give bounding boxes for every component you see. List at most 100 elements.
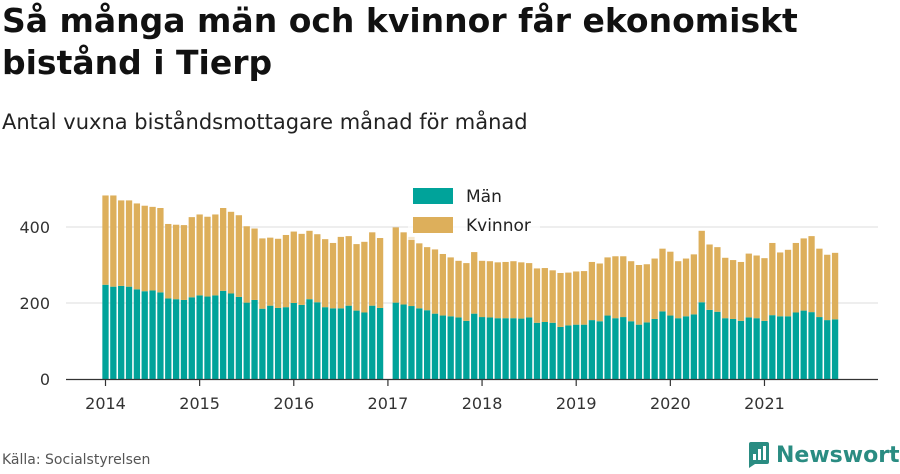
bar-man: [533, 322, 541, 379]
bar-man: [510, 318, 517, 379]
bar-man: [376, 307, 384, 379]
bar-man: [361, 312, 368, 379]
bar-kvinnor: [267, 237, 274, 306]
bar-kvinnor: [612, 256, 619, 319]
bar-kvinnor: [800, 238, 807, 311]
x-tick-label: 2015: [179, 394, 220, 413]
bar-man: [588, 320, 596, 379]
bar-kvinnor: [455, 260, 462, 318]
bar-man: [118, 285, 125, 379]
bar-kvinnor: [259, 238, 266, 309]
bar-kvinnor: [659, 248, 666, 312]
bar-man: [831, 319, 839, 379]
bar-man: [337, 308, 344, 379]
bar-kvinnor: [494, 262, 501, 319]
bar-man: [463, 320, 470, 379]
bar-kvinnor: [573, 271, 580, 325]
bar-kvinnor: [737, 261, 745, 321]
newsworthy-logo-icon: [749, 442, 769, 468]
bar-man: [431, 313, 439, 379]
bar-man: [824, 320, 831, 379]
bar-kvinnor: [682, 258, 690, 317]
bar-kvinnor: [831, 252, 839, 320]
bar-man: [816, 317, 823, 379]
bar-man: [329, 308, 337, 379]
bar-man: [565, 325, 572, 379]
bar-man: [596, 321, 603, 379]
bar-kvinnor: [149, 206, 156, 291]
bar-kvinnor: [792, 242, 800, 313]
bar-kvinnor: [447, 257, 454, 317]
bar-man: [651, 318, 658, 379]
bar-man: [274, 307, 282, 379]
bar-kvinnor: [345, 236, 352, 306]
x-tick-label: 2018: [462, 394, 503, 413]
bar-man: [306, 299, 313, 379]
bar-man: [165, 298, 172, 379]
x-tick-label: 2016: [273, 394, 314, 413]
bar-kvinnor: [706, 244, 713, 310]
bar-man: [282, 307, 290, 379]
bar-man: [800, 310, 807, 379]
bar-man: [502, 318, 509, 379]
bar-kvinnor: [353, 244, 360, 311]
bar-kvinnor: [243, 226, 250, 303]
bar-kvinnor: [518, 262, 525, 319]
bar-kvinnor: [698, 230, 705, 303]
bar-kvinnor: [651, 258, 658, 319]
bar-kvinnor: [188, 217, 195, 298]
bar-man: [557, 326, 564, 379]
bar-kvinnor: [777, 252, 784, 317]
bar-man: [667, 315, 674, 379]
bar-man: [635, 324, 643, 379]
bar-kvinnor: [486, 261, 494, 318]
bar-man: [478, 317, 486, 379]
bar-man: [416, 308, 423, 379]
bar-kvinnor: [196, 214, 203, 296]
bar-kvinnor: [604, 257, 611, 316]
bar-man: [525, 317, 533, 379]
bar-kvinnor: [125, 200, 133, 287]
bar-man: [149, 290, 156, 379]
bar-man: [659, 311, 666, 379]
bar-kvinnor: [165, 223, 172, 299]
legend-swatch: [413, 188, 453, 204]
bar-man: [251, 299, 258, 379]
bar-man: [235, 296, 243, 379]
y-tick-label: 200: [19, 294, 50, 313]
x-tick-label: 2017: [368, 394, 409, 413]
bar-kvinnor: [541, 268, 548, 322]
bar-man: [125, 286, 133, 379]
axes: 0 200 400 2014 2015 2016 2017 2018 2019 2020 2021: [19, 218, 878, 413]
bar-kvinnor: [408, 236, 415, 307]
bar-kvinnor: [761, 258, 768, 321]
bar-man: [314, 302, 321, 379]
bar-man: [102, 284, 109, 379]
bar-man: [573, 324, 580, 379]
bar-man: [682, 316, 690, 379]
bar-man: [267, 305, 274, 379]
bar-man: [706, 309, 713, 379]
bar-kvinnor: [282, 234, 290, 308]
bar-man: [643, 322, 650, 379]
bar-man: [172, 299, 180, 379]
x-tick-label: 2020: [650, 394, 691, 413]
bar-man: [494, 318, 501, 379]
chart-subtitle: Antal vuxna biståndsmottagare månad för …: [2, 110, 528, 134]
legend-label: Kvinnor: [466, 216, 531, 236]
newsworthy-logo: Newsworthy: [746, 441, 900, 469]
bar-kvinnor: [565, 272, 572, 326]
bar-man: [447, 316, 454, 379]
bar-man: [188, 297, 195, 379]
bar-kvinnor: [714, 247, 721, 312]
bar-man: [212, 295, 219, 379]
bar-kvinnor: [102, 195, 109, 285]
bar-man: [400, 304, 407, 379]
bar-kvinnor: [729, 260, 737, 319]
bar-man: [675, 318, 682, 379]
bar-kvinnor: [525, 263, 533, 318]
legend-swatch: [413, 217, 453, 233]
bar-man: [204, 296, 211, 379]
bar-man: [620, 317, 627, 379]
